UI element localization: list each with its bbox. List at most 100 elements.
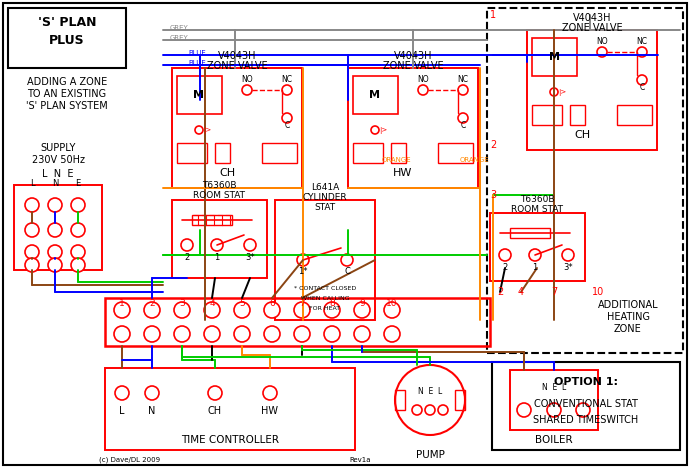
Circle shape bbox=[244, 239, 256, 251]
Circle shape bbox=[71, 245, 85, 259]
Circle shape bbox=[597, 47, 607, 57]
Circle shape bbox=[562, 249, 574, 261]
Bar bbox=[262, 143, 297, 163]
Bar bbox=[105, 298, 490, 346]
Text: E: E bbox=[75, 178, 81, 188]
Text: N: N bbox=[52, 178, 58, 188]
Text: NC: NC bbox=[282, 75, 293, 85]
Text: CYLINDER: CYLINDER bbox=[303, 193, 347, 203]
Text: 2: 2 bbox=[184, 254, 190, 263]
Circle shape bbox=[208, 386, 222, 400]
Circle shape bbox=[211, 239, 223, 251]
Text: 1*: 1* bbox=[298, 268, 308, 277]
Circle shape bbox=[48, 245, 62, 259]
Bar bbox=[510, 228, 550, 238]
Text: 7: 7 bbox=[299, 299, 305, 307]
Circle shape bbox=[576, 403, 590, 417]
Text: M: M bbox=[549, 52, 560, 62]
Bar bbox=[532, 105, 562, 125]
Bar bbox=[215, 143, 230, 163]
Text: 2: 2 bbox=[490, 140, 496, 150]
Text: 3: 3 bbox=[179, 299, 185, 307]
Bar bbox=[275, 200, 375, 320]
Text: * CONTACT CLOSED: * CONTACT CLOSED bbox=[294, 285, 356, 291]
Circle shape bbox=[354, 326, 370, 342]
Circle shape bbox=[204, 302, 220, 318]
Circle shape bbox=[48, 198, 62, 212]
Text: ZONE VALVE: ZONE VALVE bbox=[383, 61, 443, 71]
Bar bbox=[391, 143, 406, 163]
Circle shape bbox=[242, 85, 252, 95]
Bar bbox=[172, 200, 267, 278]
Circle shape bbox=[204, 326, 220, 342]
Text: GREY: GREY bbox=[170, 25, 189, 31]
Text: 4: 4 bbox=[209, 299, 215, 307]
Bar bbox=[455, 390, 465, 410]
Text: 1: 1 bbox=[533, 263, 538, 271]
Text: ──: ── bbox=[495, 52, 504, 58]
Text: ROOM STAT: ROOM STAT bbox=[511, 205, 563, 213]
Text: TO AN EXISTING: TO AN EXISTING bbox=[28, 89, 106, 99]
Circle shape bbox=[282, 113, 292, 123]
Circle shape bbox=[297, 254, 309, 266]
Circle shape bbox=[425, 405, 435, 415]
Text: 8: 8 bbox=[329, 299, 335, 307]
Text: PUMP: PUMP bbox=[415, 450, 444, 460]
Text: WHEN CALLING: WHEN CALLING bbox=[301, 295, 349, 300]
Circle shape bbox=[418, 85, 428, 95]
Bar bbox=[192, 215, 232, 225]
Circle shape bbox=[174, 326, 190, 342]
Bar bbox=[532, 38, 577, 76]
Circle shape bbox=[181, 239, 193, 251]
Text: 1: 1 bbox=[490, 10, 496, 20]
Text: TIME CONTROLLER: TIME CONTROLLER bbox=[181, 435, 279, 445]
Bar bbox=[14, 185, 102, 270]
Circle shape bbox=[354, 302, 370, 318]
Text: L  N  E: L N E bbox=[42, 169, 74, 179]
Circle shape bbox=[25, 198, 39, 212]
Bar bbox=[105, 368, 355, 450]
Circle shape bbox=[517, 403, 531, 417]
Text: 10: 10 bbox=[386, 299, 397, 307]
Text: 'S' PLAN: 'S' PLAN bbox=[38, 16, 96, 29]
Text: NO: NO bbox=[241, 75, 253, 85]
Bar bbox=[172, 68, 302, 188]
Circle shape bbox=[264, 326, 280, 342]
Bar bbox=[570, 105, 585, 125]
Text: M: M bbox=[193, 90, 204, 100]
Circle shape bbox=[25, 223, 39, 237]
Bar bbox=[177, 143, 207, 163]
Text: CH: CH bbox=[219, 168, 235, 178]
Bar bbox=[487, 8, 683, 353]
Text: HW: HW bbox=[262, 406, 279, 416]
Circle shape bbox=[294, 302, 310, 318]
Text: 'S' PLAN SYSTEM: 'S' PLAN SYSTEM bbox=[26, 101, 108, 111]
Circle shape bbox=[195, 126, 203, 134]
Text: (c) Dave/DL 2009: (c) Dave/DL 2009 bbox=[99, 457, 161, 463]
Circle shape bbox=[324, 326, 340, 342]
Text: L: L bbox=[119, 406, 125, 416]
Bar bbox=[177, 76, 222, 114]
Text: 3*: 3* bbox=[245, 254, 255, 263]
Circle shape bbox=[48, 223, 62, 237]
Text: V4043H: V4043H bbox=[573, 13, 611, 23]
Text: 10: 10 bbox=[592, 287, 604, 297]
Text: SUPPLY: SUPPLY bbox=[40, 143, 76, 153]
Circle shape bbox=[458, 113, 468, 123]
Circle shape bbox=[71, 198, 85, 212]
Circle shape bbox=[174, 302, 190, 318]
Text: PLUS: PLUS bbox=[49, 34, 85, 46]
Text: |>: |> bbox=[379, 126, 387, 133]
Text: V4043H: V4043H bbox=[394, 51, 432, 61]
Text: 4: 4 bbox=[518, 287, 524, 297]
Bar bbox=[353, 76, 398, 114]
Bar bbox=[527, 30, 657, 150]
Circle shape bbox=[282, 85, 292, 95]
Circle shape bbox=[371, 126, 379, 134]
Text: 3: 3 bbox=[490, 190, 496, 200]
Circle shape bbox=[25, 258, 39, 272]
Text: 6: 6 bbox=[269, 299, 275, 307]
Text: L: L bbox=[30, 178, 34, 188]
Text: BLUE: BLUE bbox=[188, 50, 206, 56]
Text: V4043H: V4043H bbox=[218, 51, 256, 61]
